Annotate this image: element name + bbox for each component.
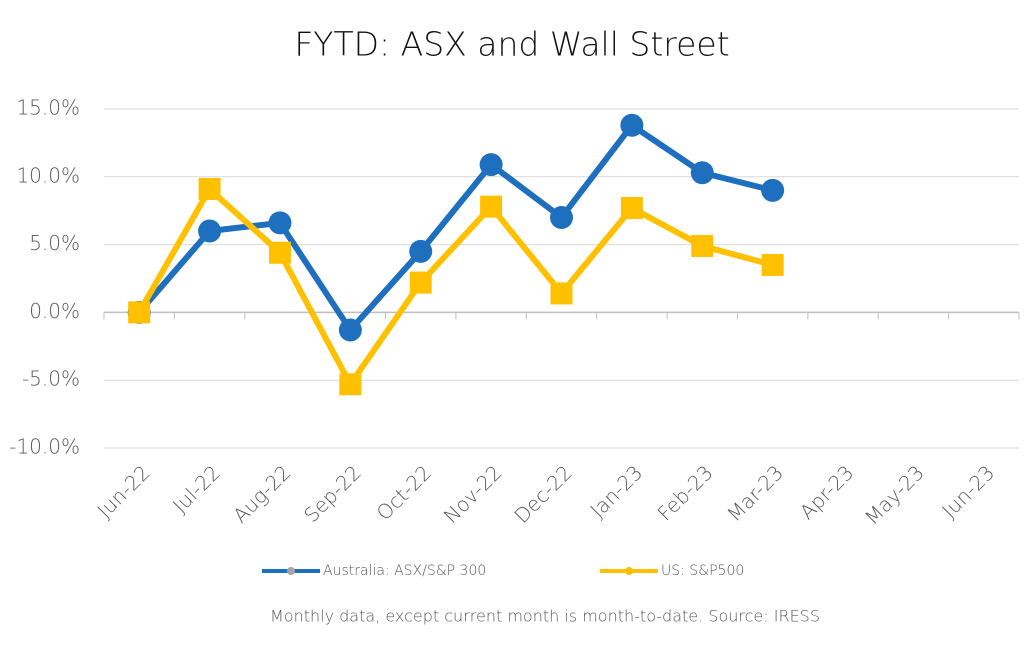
- marker: [128, 301, 151, 324]
- chart-title: FYTD: ASX and Wall Street: [294, 25, 729, 64]
- marker: [761, 178, 785, 202]
- x-tick-label: Dec-22: [509, 460, 576, 527]
- marker: [620, 113, 644, 137]
- legend-label: Australia: ASX/S&P 300: [323, 563, 486, 579]
- x-tick-label: Feb-23: [653, 460, 718, 525]
- marker: [268, 241, 291, 264]
- y-tick-label: 0.0%: [29, 299, 80, 323]
- marker: [761, 253, 784, 276]
- y-tick-label: 5.0%: [29, 231, 80, 255]
- y-tick-label: 15.0%: [16, 96, 80, 120]
- x-tick-label: Jul-22: [168, 460, 225, 517]
- marker: [268, 211, 292, 235]
- marker: [339, 373, 362, 396]
- marker: [691, 234, 714, 257]
- marker: [620, 196, 643, 219]
- legend-marker: [625, 567, 633, 575]
- x-tick-label: Jun-22: [92, 460, 154, 522]
- marker: [198, 178, 221, 201]
- marker: [480, 195, 503, 218]
- x-tick-label: Jun-23: [937, 460, 999, 522]
- x-tick-label: May-23: [860, 460, 929, 529]
- marker: [550, 205, 573, 229]
- x-tick-label: Oct-22: [372, 460, 437, 525]
- series-line: [136, 122, 774, 334]
- legend-marker: [287, 567, 295, 575]
- footnote: Monthly data, except current month is mo…: [270, 607, 820, 626]
- x-tick-label: Jan-23: [585, 460, 647, 522]
- marker: [550, 282, 573, 305]
- y-tick-label: -10.0%: [9, 435, 80, 459]
- marker: [409, 239, 433, 263]
- x-tick-label: Aug-22: [228, 460, 295, 527]
- marker: [690, 161, 714, 185]
- series-line: [136, 186, 774, 388]
- x-tick-label: Nov-22: [439, 460, 507, 528]
- marker: [409, 271, 432, 294]
- marker: [479, 153, 503, 177]
- marker: [338, 318, 362, 342]
- x-tick-label: Apr-23: [795, 460, 859, 524]
- y-tick-label: 10.0%: [16, 163, 80, 187]
- legend-label: US: S&P500: [661, 563, 744, 579]
- x-tick-label: Sep-22: [299, 460, 366, 527]
- x-tick-label: Mar-23: [722, 460, 788, 526]
- marker: [198, 219, 222, 243]
- y-tick-label: -5.0%: [22, 367, 80, 391]
